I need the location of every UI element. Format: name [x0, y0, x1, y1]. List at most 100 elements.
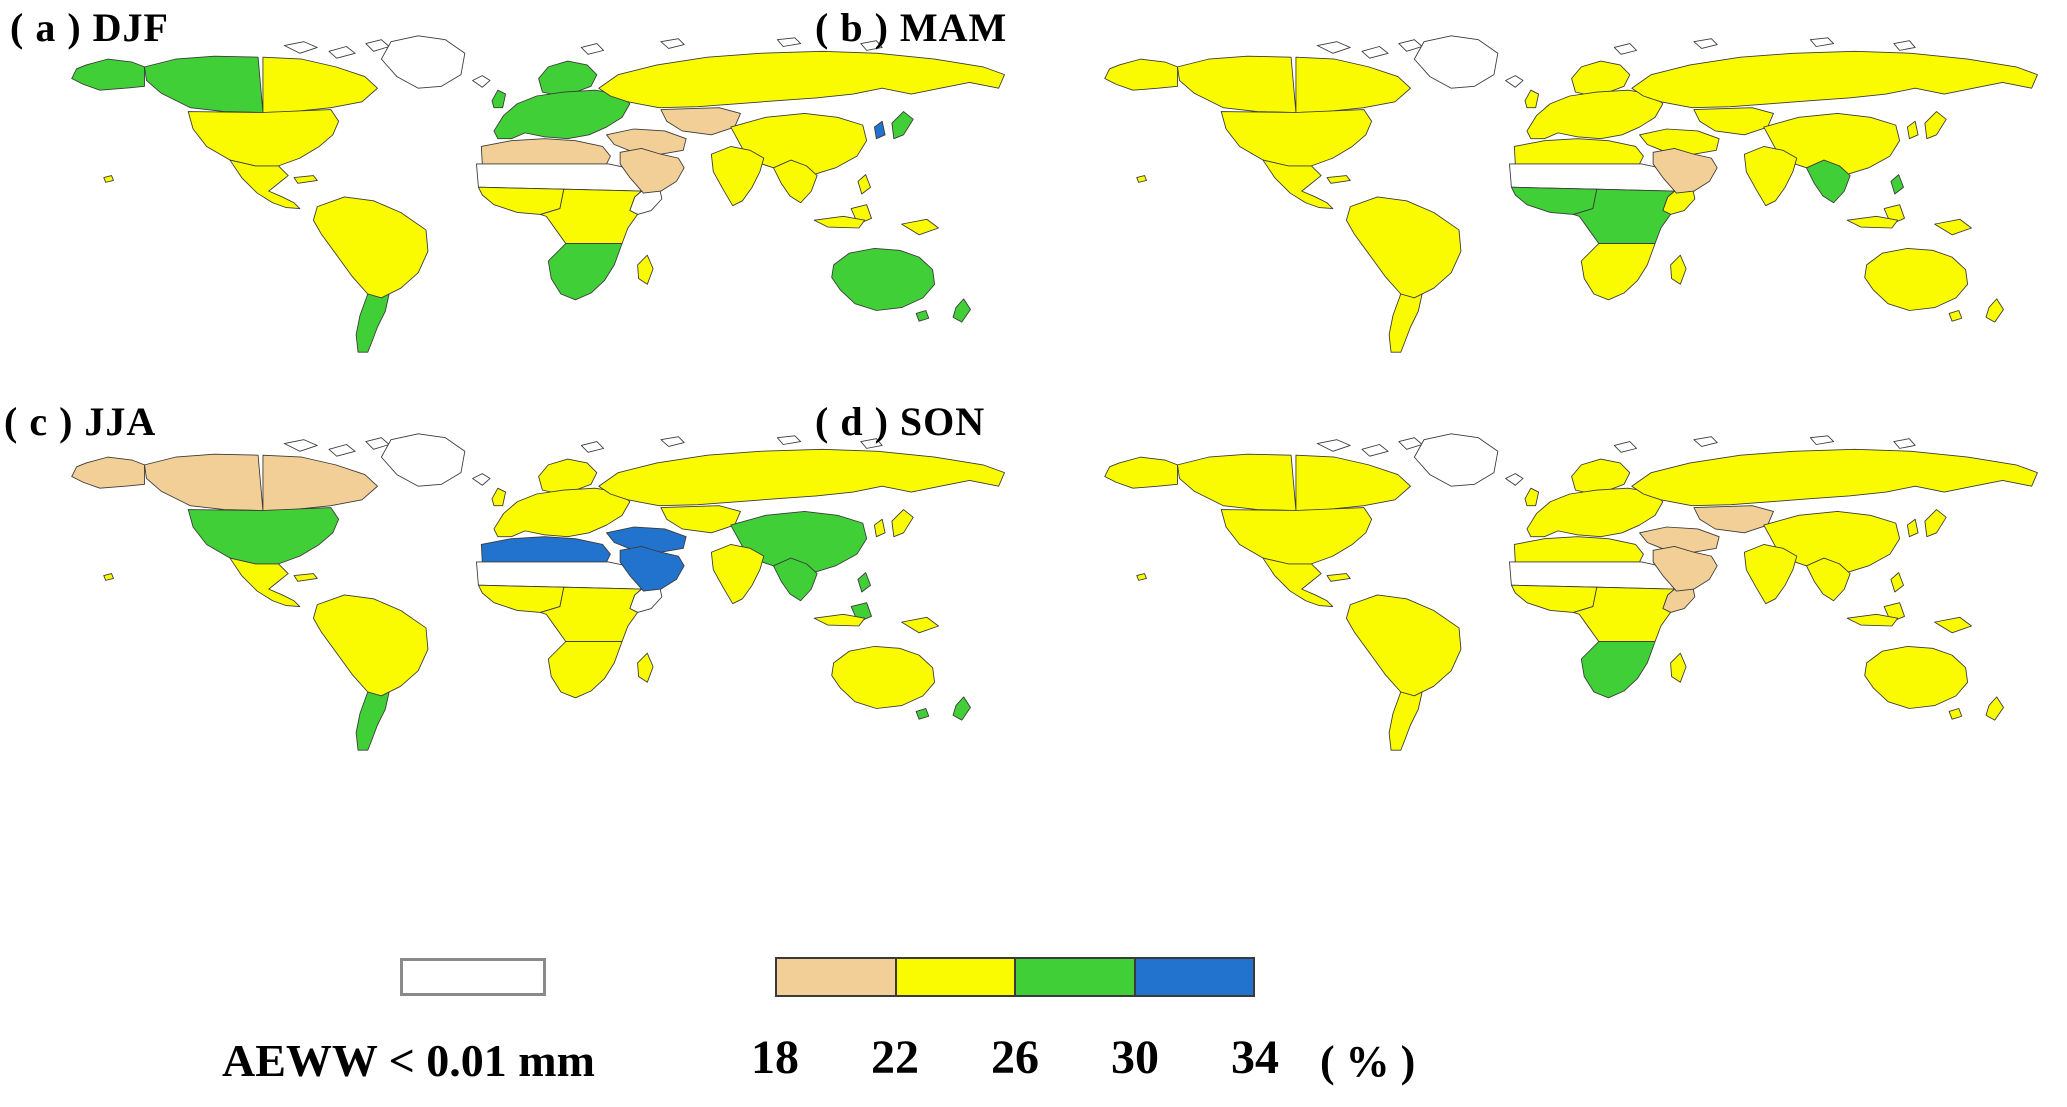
region-mideast_n — [1639, 526, 1720, 553]
region-uk — [491, 487, 507, 507]
region-scandinavia — [538, 60, 598, 96]
region-korea — [1906, 120, 1919, 140]
region-sahara — [1509, 163, 1679, 192]
region-samerica_n — [312, 196, 429, 299]
region-canada_w — [1177, 453, 1297, 511]
world-map-djf — [25, 30, 1025, 360]
region-seasia — [773, 557, 818, 602]
world-map-svg — [1104, 35, 2038, 353]
region-centralasia — [660, 107, 741, 136]
region-samerica_n — [1345, 196, 1462, 299]
region-scandinavia — [1571, 60, 1631, 96]
region-westafrica — [1510, 186, 1598, 215]
world-map-jja — [25, 428, 1025, 758]
region-australia — [831, 247, 936, 311]
colorbar-tick: 30 — [1111, 1031, 1159, 1084]
region-iceland — [472, 75, 491, 88]
region-philippines — [1890, 572, 1904, 593]
region-mexico — [229, 159, 301, 210]
region-madagascar — [1670, 254, 1687, 285]
region-mideast_n — [606, 128, 687, 155]
region-canada_w — [144, 55, 264, 113]
region-russia — [1631, 448, 2038, 507]
region-india — [710, 544, 765, 605]
region-greenland — [380, 35, 466, 89]
region-madagascar — [637, 254, 654, 285]
region-iceland — [1505, 473, 1524, 486]
region-samerica_s — [1388, 691, 1423, 751]
region-australia — [831, 645, 936, 709]
region-philippines — [1890, 174, 1904, 195]
colorbar-bin-30-34 — [1135, 959, 1253, 995]
region-westafrica — [477, 186, 565, 215]
region-europe — [1526, 487, 1664, 538]
region-centralasia — [1693, 505, 1774, 534]
region-centralasia — [660, 505, 741, 534]
region-newzealand — [1985, 696, 2004, 721]
region-caribbean — [1326, 573, 1351, 582]
region-europe — [1526, 89, 1664, 140]
region-newzealand — [952, 696, 971, 721]
region-samerica_s — [355, 691, 390, 751]
colorbar-tick: 34 — [1231, 1031, 1279, 1084]
region-japan — [1924, 111, 1947, 140]
region-indonesia — [1846, 613, 1899, 627]
region-korea — [1906, 518, 1919, 538]
region-westafrica — [1510, 584, 1598, 613]
region-newzealand — [1985, 298, 2004, 323]
no-data-swatch — [400, 958, 546, 996]
region-russia — [598, 50, 1005, 109]
region-scandinavia — [538, 458, 598, 494]
region-caribbean — [293, 175, 318, 184]
region-canada_e — [262, 56, 378, 113]
region-samerica_s — [355, 293, 390, 353]
region-tasmania — [915, 310, 930, 322]
colorbar-tick: 18 — [751, 1031, 799, 1084]
region-indonesia — [813, 215, 866, 229]
region-usa — [187, 507, 340, 565]
region-japan — [891, 111, 914, 140]
region-madagascar — [1670, 652, 1687, 683]
region-iceland — [1505, 75, 1524, 88]
world-map-mam — [1058, 30, 2058, 360]
world-map-svg — [1104, 433, 2038, 751]
region-usa — [1220, 507, 1373, 565]
region-india — [1743, 544, 1798, 605]
region-maghreb — [480, 536, 611, 563]
region-newguinea — [1934, 616, 1972, 634]
region-usa — [187, 109, 340, 167]
region-tasmania — [915, 708, 930, 720]
world-map-svg — [71, 35, 1005, 353]
region-mexico — [1262, 557, 1334, 608]
colorbar-ticks: 18 22 26 30 34 — [751, 1030, 1279, 1094]
region-arabia — [1652, 147, 1718, 194]
region-hawaii — [1136, 573, 1147, 581]
region-seasia — [1806, 159, 1851, 204]
region-southernafrica — [547, 641, 623, 699]
colorbar-tick: 22 — [871, 1031, 919, 1084]
region-canada_e — [262, 454, 378, 511]
region-iceland — [472, 473, 491, 486]
region-hawaii — [103, 573, 114, 581]
region-maghreb — [1513, 536, 1644, 563]
legend: AEWW < 0.01 mm 18 22 26 30 34 ( % ) — [0, 930, 2067, 1107]
region-newzealand — [952, 298, 971, 323]
region-indonesia — [813, 613, 866, 627]
region-uk — [491, 89, 507, 109]
region-westafrica — [477, 584, 565, 613]
region-centralasia — [1693, 107, 1774, 136]
region-hawaii — [1136, 175, 1147, 183]
region-tasmania — [1948, 708, 1963, 720]
region-samerica_n — [1345, 594, 1462, 697]
region-hawaii — [103, 175, 114, 183]
region-russia — [1631, 50, 2038, 109]
region-mideast_n — [1639, 128, 1720, 155]
region-mideast_n — [606, 526, 687, 553]
region-russia — [598, 448, 1005, 507]
region-southernafrica — [1580, 641, 1656, 699]
region-korea — [873, 120, 886, 140]
region-samerica_s — [1388, 293, 1423, 353]
region-greenland — [1413, 433, 1499, 487]
region-arabia — [619, 147, 685, 194]
